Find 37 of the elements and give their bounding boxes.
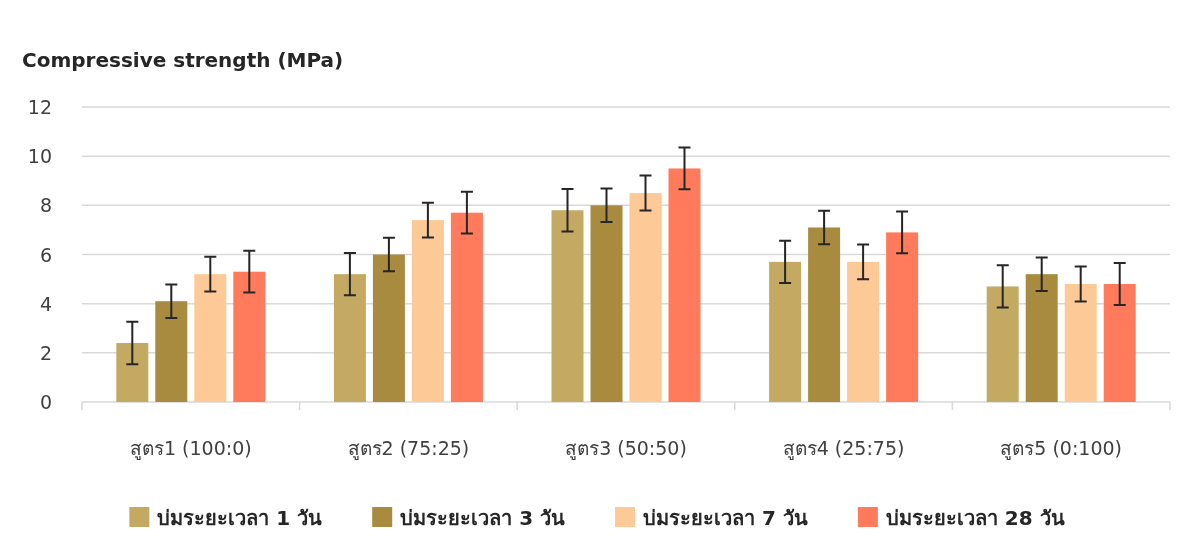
bar — [847, 261, 880, 402]
y-axis-title: Compressive strength (MPa) — [22, 48, 344, 72]
x-tick-label: สูตร2 (75:25) — [347, 437, 470, 460]
y-tick-label: 6 — [39, 243, 52, 266]
x-tick-label: สูตร3 (50:50) — [565, 437, 687, 460]
bar — [1064, 284, 1097, 402]
bar — [629, 193, 662, 402]
bar — [769, 261, 802, 402]
bar — [590, 205, 623, 402]
y-tick-label: 12 — [27, 96, 52, 118]
legend-label: บ่มระยะเวลา 28 วัน — [885, 506, 1065, 530]
legend-label: บ่มระยะเวลา 3 วัน — [400, 506, 566, 530]
bar — [668, 168, 701, 402]
legend-label: บ่มระยะเวลา 1 วัน — [157, 506, 323, 530]
y-tick-label: 4 — [39, 292, 52, 315]
bar — [450, 212, 483, 402]
bar — [233, 271, 266, 402]
bar — [411, 220, 444, 402]
y-tick-label: 10 — [27, 145, 52, 168]
x-tick-label: สูตร5 (0:100) — [1000, 437, 1123, 460]
y-tick-label: 8 — [39, 194, 52, 217]
bar — [1025, 274, 1058, 402]
x-tick-label: สูตร1 (100:0) — [129, 437, 252, 460]
x-tick-label: สูตร4 (25:75) — [782, 437, 905, 460]
bar — [155, 301, 188, 402]
bar — [886, 232, 919, 402]
bar — [194, 274, 227, 402]
y-tick-label: 0 — [39, 391, 52, 413]
bar — [116, 343, 149, 402]
bar — [551, 210, 584, 402]
bar — [372, 254, 405, 402]
bar — [1103, 284, 1136, 402]
bar — [333, 274, 366, 402]
bar — [986, 286, 1019, 402]
y-tick-label: 2 — [39, 341, 52, 364]
legend-label: บ่มระยะเวลา 7 วัน — [643, 506, 808, 530]
bar — [808, 227, 841, 402]
